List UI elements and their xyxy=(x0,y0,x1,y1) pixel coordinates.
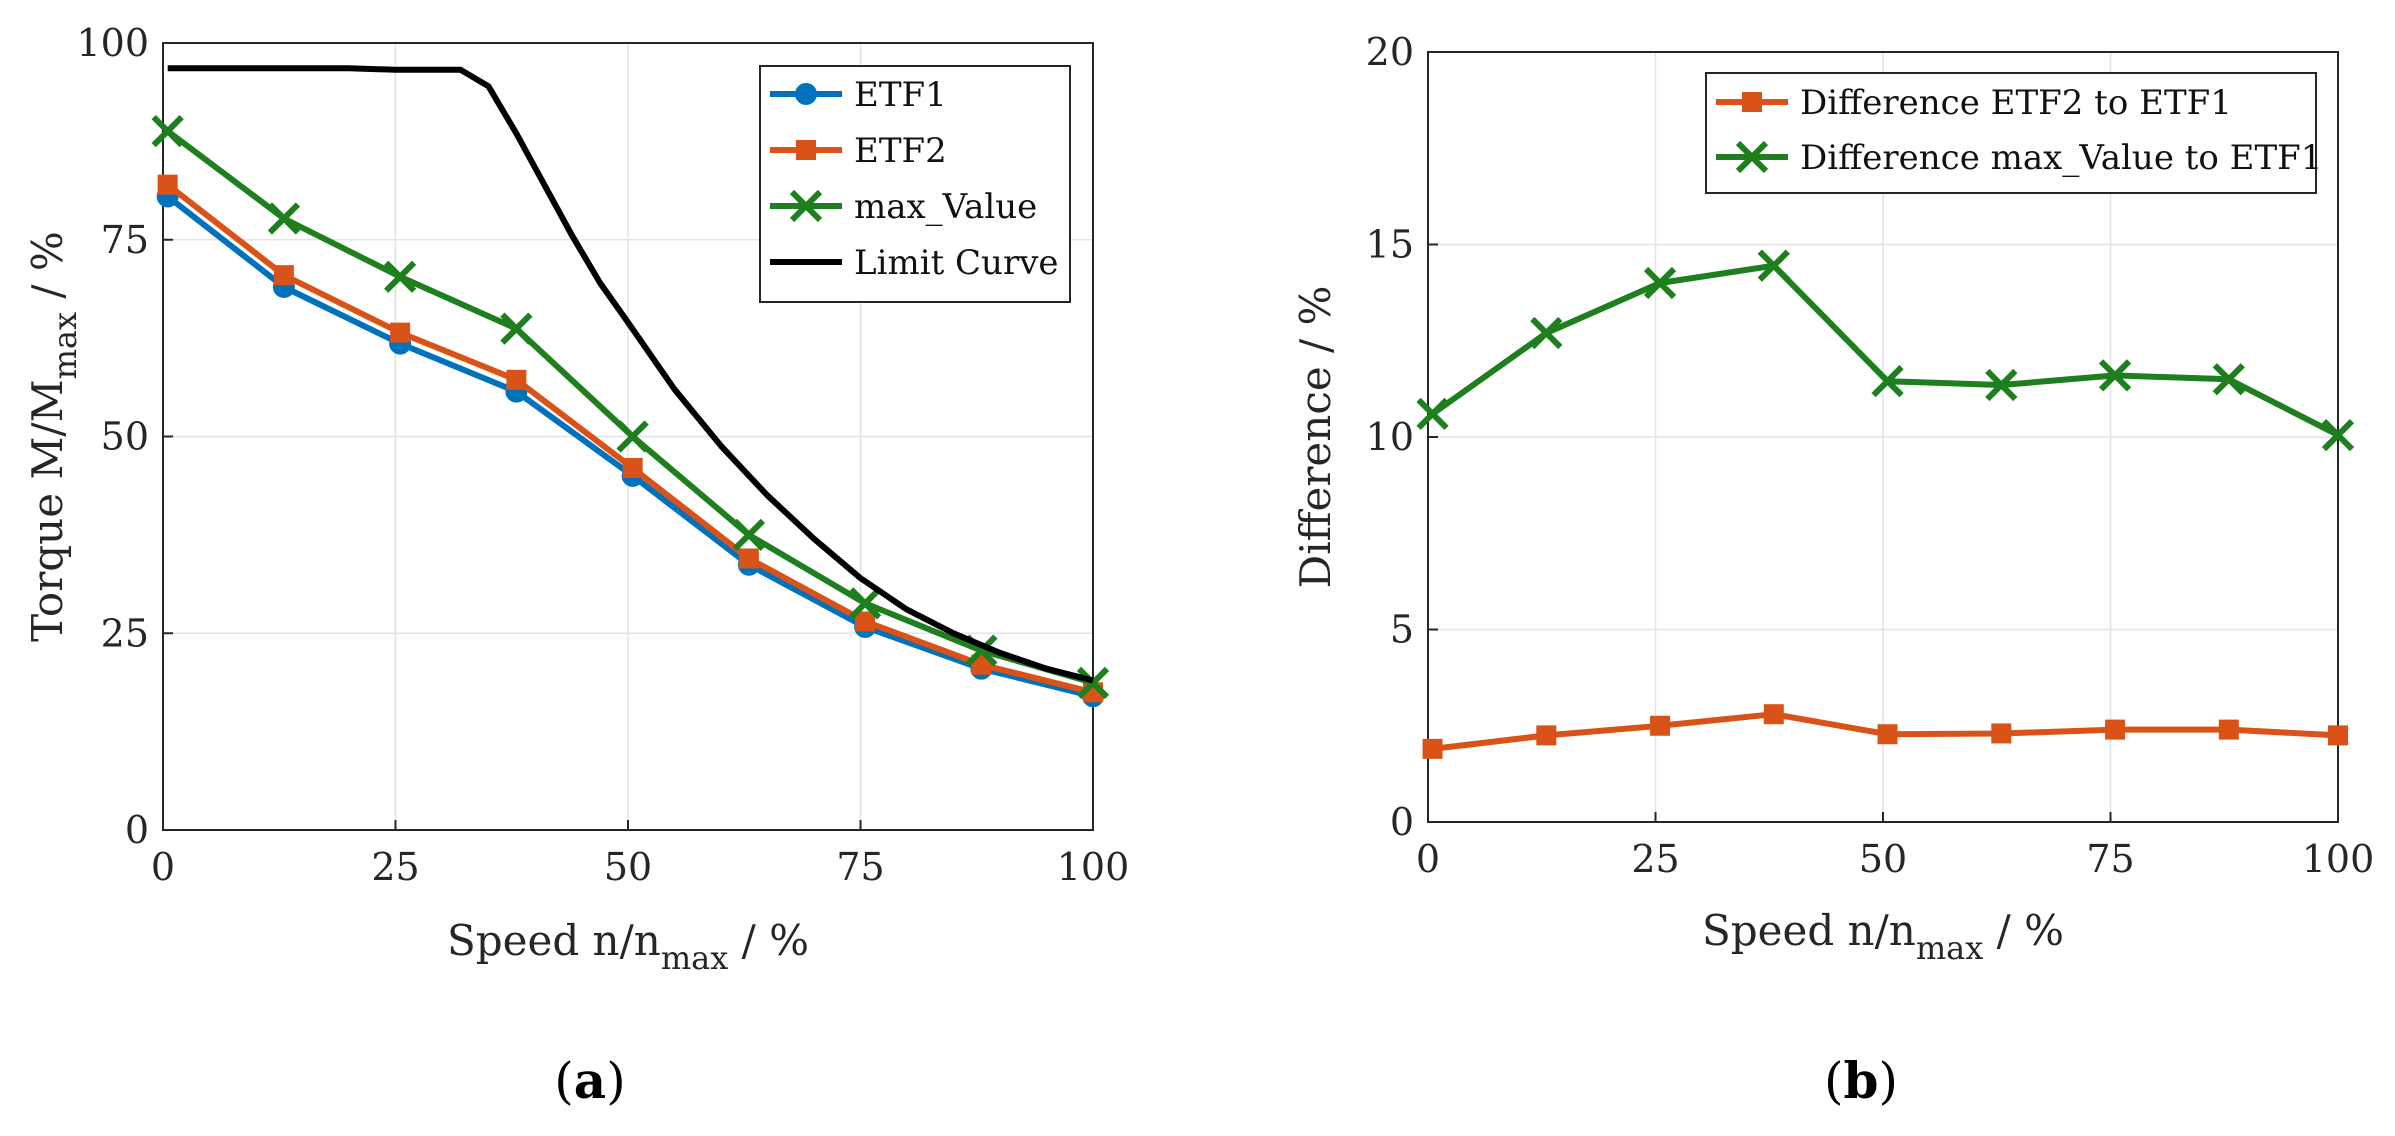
panel-b-data-point xyxy=(1871,365,1904,398)
panel-a-legend-item: ETF1 xyxy=(770,75,947,115)
panel-b-y-axis-label: Difference / % xyxy=(1291,286,1340,589)
panel-a-ytick-label: 50 xyxy=(101,415,149,459)
panel-b: 0 25 50 75 100 0 5 10 15 20 Difference ETF2 to ETF… xyxy=(1291,30,2374,1110)
panel-b-legend-item: Difference max_Value to ETF1 xyxy=(1716,138,2322,178)
panel-a-legend-marker xyxy=(789,189,823,223)
panel-a-ytick-label: 75 xyxy=(101,218,149,262)
panel-a-data-point xyxy=(157,174,178,195)
panel-b-data-point xyxy=(2218,719,2239,740)
panel-b-data-point xyxy=(1991,723,2012,744)
panel-b-data-point xyxy=(1985,368,2018,402)
panel-b-data-point xyxy=(2212,363,2245,396)
panel-b-ytick-label: 5 xyxy=(1390,608,1414,652)
panel-b-xtick-label: 0 xyxy=(1416,837,1440,881)
panel-b-data-point xyxy=(1422,738,1443,759)
panel-b-legend-label: Difference max_Value to ETF1 xyxy=(1800,138,2322,178)
panel-b-ytick-label: 0 xyxy=(1390,800,1414,844)
panel-a-y-axis-label: Torque M/Mmax / % xyxy=(23,231,84,642)
panel-b-data-point xyxy=(1763,704,1784,725)
panel-b-data-point xyxy=(2328,725,2348,746)
panel-a-legend-item: max_Value xyxy=(770,187,1037,227)
panel-a-data-point xyxy=(1076,666,1110,699)
panel-b-data-point xyxy=(2105,719,2126,740)
panel-a-data-point xyxy=(273,265,294,286)
panel-b-series-difference-etf2-to-etf1 xyxy=(1422,704,2348,759)
panel-a-series-line xyxy=(167,65,1094,684)
panel-a-xtick-label: 50 xyxy=(604,845,652,889)
panel-a-data-point xyxy=(500,312,533,345)
panel-a-legend-marker xyxy=(795,83,817,105)
panel-a-ytick-label: 0 xyxy=(125,808,149,852)
panel-b-ytick-label: 20 xyxy=(1366,30,1414,74)
panel-a-legend-label: ETF1 xyxy=(854,75,947,115)
panel-a-xtick-label: 0 xyxy=(151,845,175,889)
panel-a-data-point xyxy=(390,322,411,343)
panel-b-legend-box xyxy=(1705,72,2317,194)
panel-b-ytick-label: 10 xyxy=(1366,415,1414,459)
panel-a-legend-marker xyxy=(796,140,816,160)
panel-a-xtick-label: 25 xyxy=(371,845,419,889)
panel-a-data-point xyxy=(622,457,643,478)
panel-b-ytick-label: 15 xyxy=(1366,223,1414,267)
panel-a-xtick-label: 75 xyxy=(836,845,884,889)
panel-a-ytick-label: 25 xyxy=(101,611,149,655)
panel-b-data-point xyxy=(2321,418,2355,452)
panel-a-data-point xyxy=(849,587,882,620)
panel-b-xtick-label: 100 xyxy=(2302,837,2375,881)
panel-b-legend: Difference ETF2 to ETF1 Difference max_Va… xyxy=(1705,72,2322,194)
panel-a-data-point xyxy=(384,260,417,293)
panel-a-data-point xyxy=(616,420,649,453)
panel-b-data-point xyxy=(2098,359,2132,392)
panel-a-data-point xyxy=(151,115,184,148)
panel-b-data-point xyxy=(1877,724,1898,745)
panel-b-legend-item: Difference ETF2 to ETF1 xyxy=(1716,83,2232,123)
panel-a-series-max-value xyxy=(151,115,1110,699)
panel-b-data-point xyxy=(1416,397,1449,431)
panel-b-x-axis-label: Speed n/nmax / % xyxy=(1702,906,2064,967)
panel-b-caption: (b) xyxy=(1824,1051,1898,1110)
panel-b-data-point xyxy=(1650,715,1671,736)
panel-a-series-limit-curve xyxy=(167,65,1094,684)
panel-a-legend-item: Limit Curve xyxy=(770,243,1059,283)
panel-a-xtick-label: 100 xyxy=(1057,845,1130,889)
panel-b-data-point xyxy=(1643,266,1677,300)
panel-b-data-point xyxy=(1536,725,1557,746)
panel-b-xtick-label: 25 xyxy=(1631,837,1679,881)
panel-a-data-point xyxy=(738,548,759,569)
panel-b-legend-marker xyxy=(1735,140,1769,174)
panel-a-ytick-label: 100 xyxy=(76,21,149,65)
panel-a: 0 25 50 75 100 0 25 50 75 100 ETF1 ETF2 max_Value Lim… xyxy=(23,21,1129,1110)
panel-a-data-point xyxy=(971,654,992,675)
panel-b-xtick-label: 50 xyxy=(1859,837,1907,881)
panel-a-data-point xyxy=(732,518,766,551)
panel-a-legend-label: max_Value xyxy=(854,187,1037,227)
panel-a-data-point xyxy=(506,369,527,390)
panel-a-legend-label: Limit Curve xyxy=(854,243,1059,283)
panel-a-data-point xyxy=(855,611,876,632)
panel-b-data-point xyxy=(1530,316,1563,350)
panel-b-legend-label: Difference ETF2 to ETF1 xyxy=(1800,83,2232,123)
panel-b-xtick-label: 75 xyxy=(2086,837,2134,881)
panel-a-legend-item: ETF2 xyxy=(770,131,947,171)
panel-b-series-difference-max-value-to-etf1 xyxy=(1416,249,2355,452)
panel-a-caption: (a) xyxy=(554,1051,625,1110)
panel-a-data-point xyxy=(267,202,301,235)
panel-b-data-point xyxy=(1757,249,1790,282)
panel-a-legend-label: ETF2 xyxy=(854,131,947,171)
panel-a-legend: ETF1 ETF2 max_Value Limit Curve xyxy=(759,65,1071,303)
panel-a-series-etf2 xyxy=(157,174,1103,703)
panel-a-x-axis-label: Speed n/nmax / % xyxy=(447,916,809,977)
panel-b-legend-marker xyxy=(1742,92,1762,112)
